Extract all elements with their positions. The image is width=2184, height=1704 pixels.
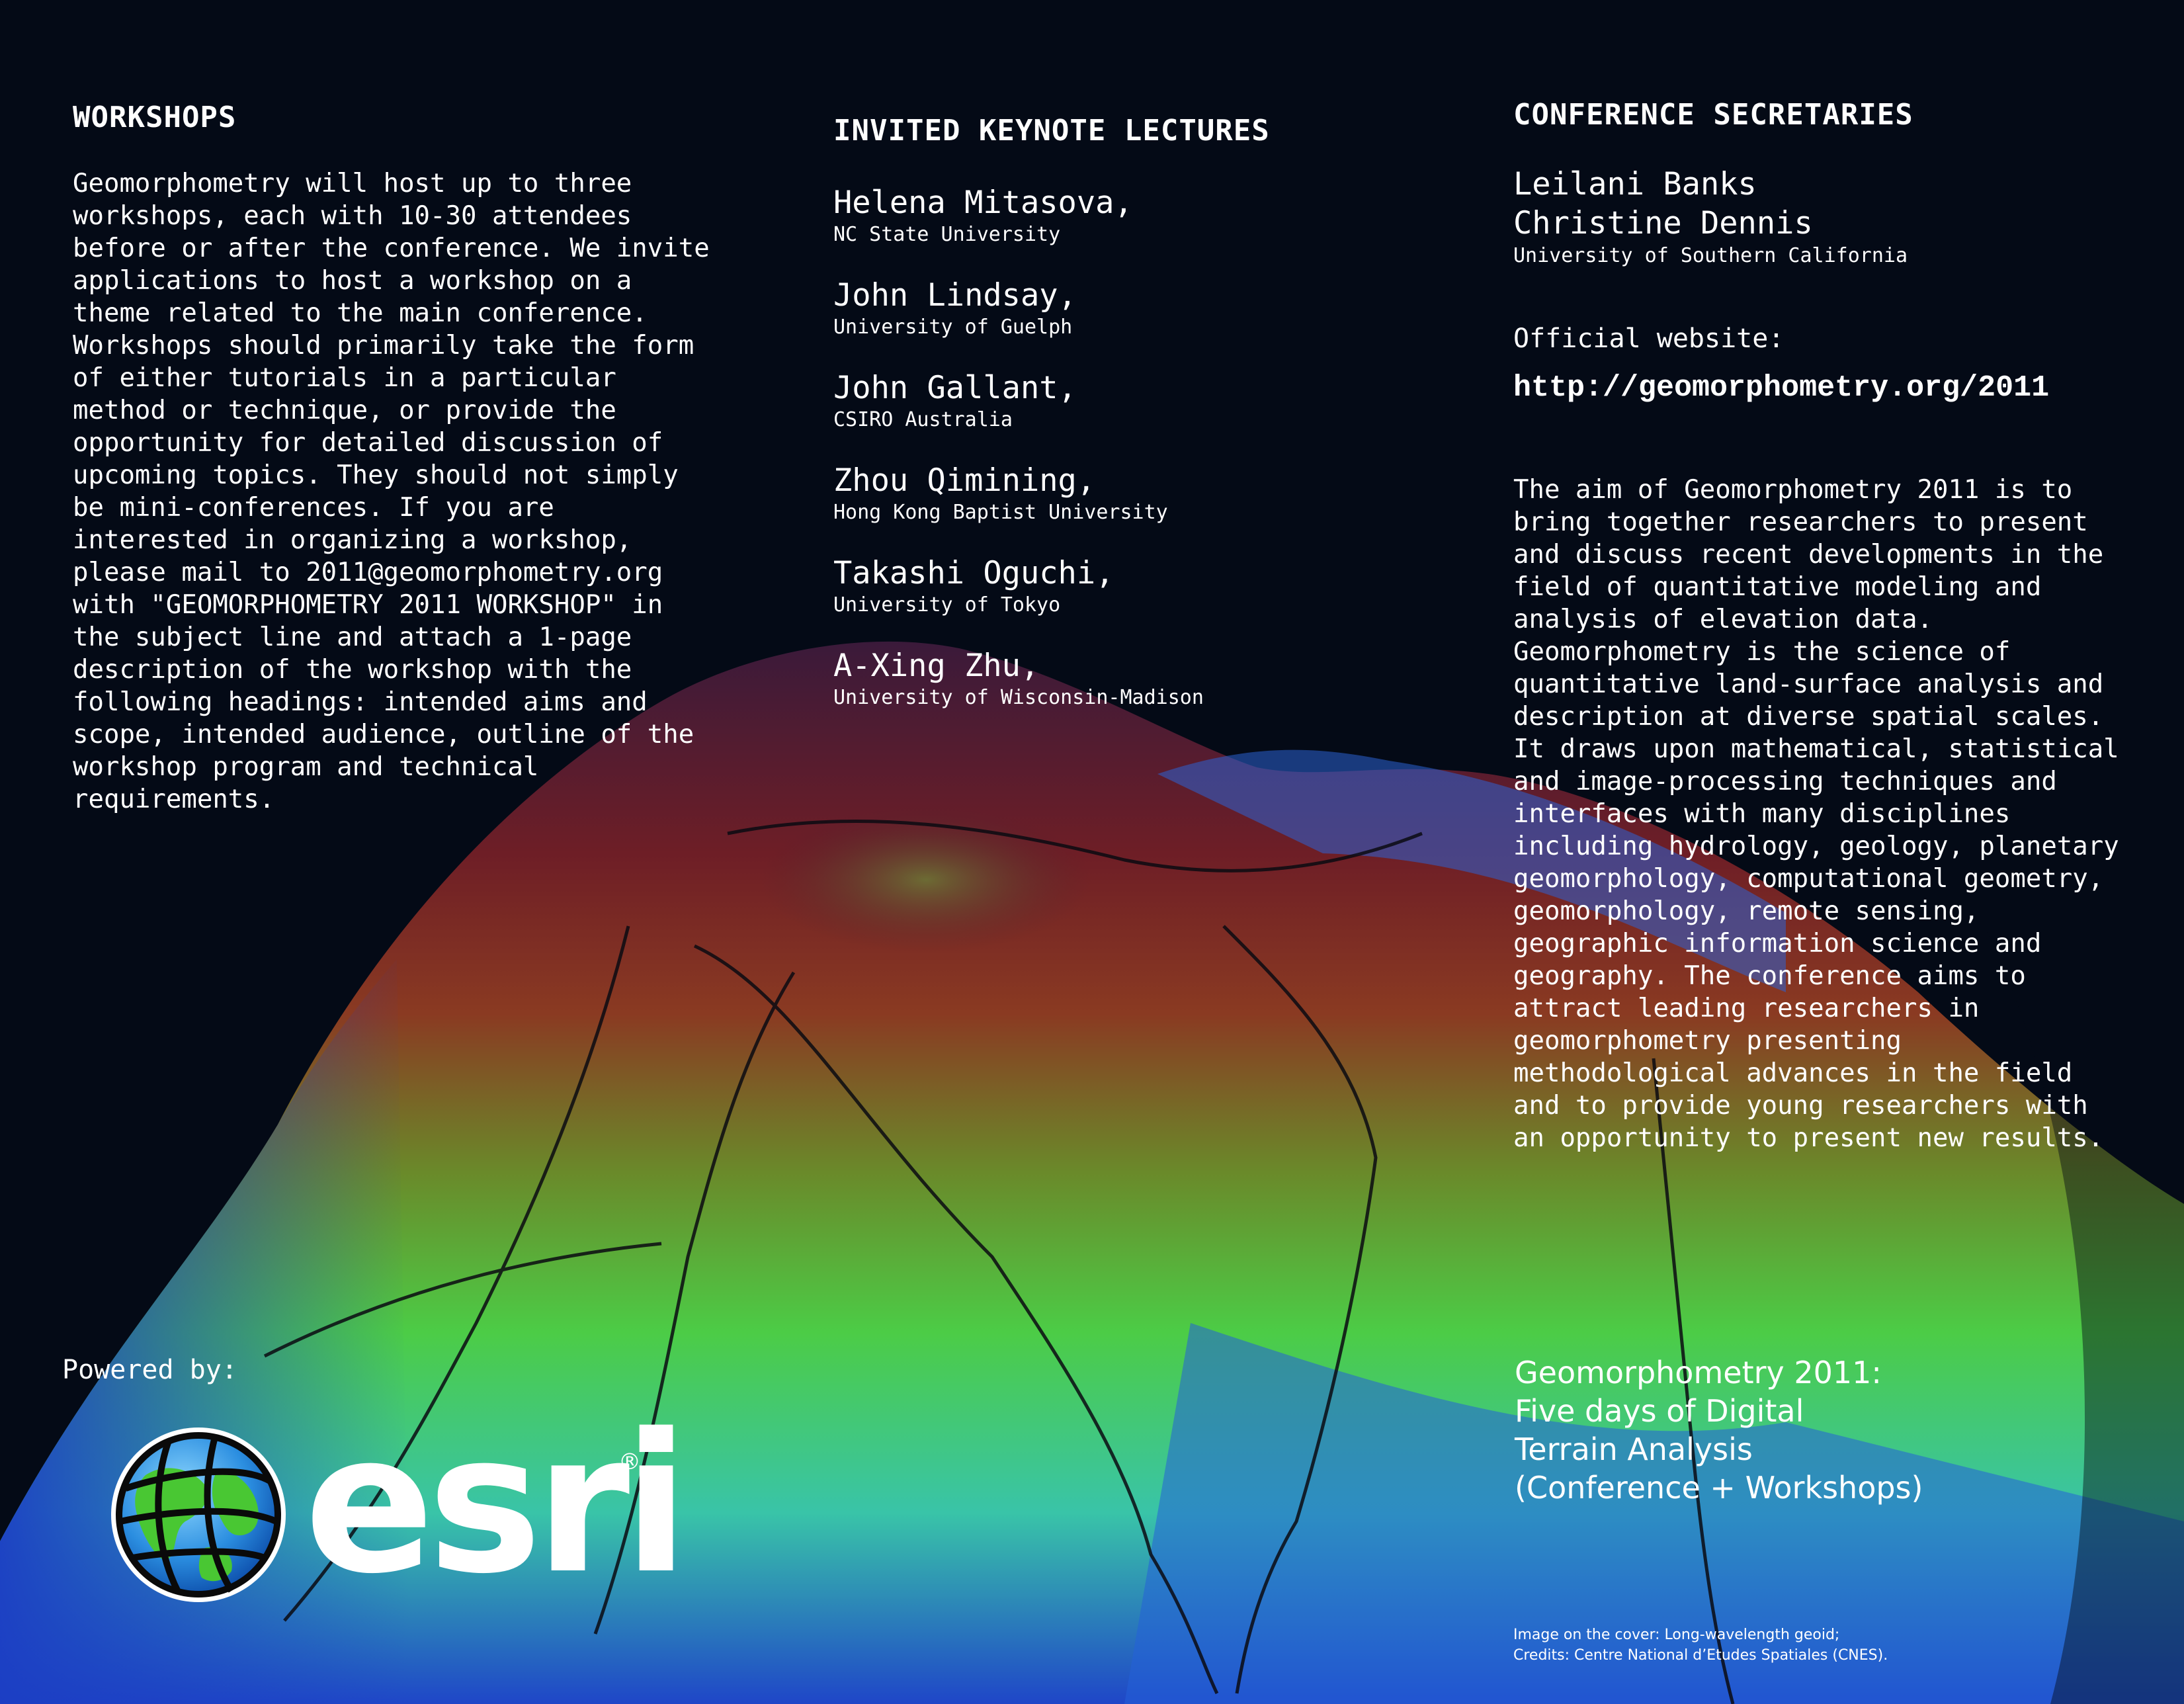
conference-tagline: Geomorphometry 2011: Five days of Digita… — [1515, 1355, 1923, 1506]
lecturer-name: Helena Mitasova, — [833, 185, 1133, 221]
registered-mark: ® — [618, 1449, 641, 1475]
cover-credits: Image on the cover: Long-wavelength geoi… — [1513, 1627, 1888, 1664]
website-link[interactable]: http://geomorphometry.org/2011 — [1513, 371, 2050, 405]
secretary-name: Leilani Banks — [1513, 166, 1757, 202]
secretary-affiliation: University of Southern California — [1513, 244, 1908, 267]
powered-by-label: Powered by: — [62, 1355, 237, 1385]
lecturer-entry: John Lindsay, University of Guelph — [833, 277, 1363, 341]
lecturer-affiliation: University of Guelph — [833, 316, 1073, 339]
keynotes-section: INVITED KEYNOTE LECTURES Helena Mitasova… — [833, 114, 1363, 740]
lecturer-affiliation: NC State University — [833, 223, 1061, 246]
workshops-section: WORKSHOPS Geomorphometry will host up to… — [73, 101, 747, 816]
workshops-body: Geomorphometry will host up to three wor… — [73, 169, 710, 814]
lecturer-entry: Takashi Oguchi, University of Tokyo — [833, 555, 1363, 618]
lecturer-entry: A-Xing Zhu, University of Wisconsin-Madis… — [833, 648, 1363, 711]
website-label: Official website: — [1513, 323, 1785, 354]
globe-icon — [111, 1427, 286, 1602]
lecturer-name: Zhou Qimining, — [833, 462, 1096, 499]
lecturer-affiliation: CSIRO Australia — [833, 408, 1013, 431]
workshops-heading: WORKSHOPS — [73, 101, 237, 134]
lecturer-name: John Gallant, — [833, 370, 1077, 406]
lecturer-affiliation: Hong Kong Baptist University — [833, 501, 1168, 524]
lecturer-affiliation: University of Wisconsin-Madison — [833, 686, 1204, 709]
lecturer-affiliation: University of Tokyo — [833, 593, 1061, 617]
keynotes-heading: INVITED KEYNOTE LECTURES — [833, 114, 1270, 148]
secretaries-section: CONFERENCE SECRETARIES Leilani Banks Chr… — [1513, 98, 2175, 1154]
secretary-name: Christine Dennis — [1513, 205, 1813, 241]
lecturer-entry: Helena Mitasova, NC State University — [833, 185, 1363, 248]
lecturer-list: Helena Mitasova, NC State University John … — [833, 185, 1363, 711]
esri-logo: esri ® — [106, 1409, 689, 1607]
lecturer-name: Takashi Oguchi, — [833, 555, 1114, 591]
secretaries-heading: CONFERENCE SECRETARIES — [1513, 98, 1913, 132]
aim-paragraph: The aim of Geomorphometry 2011 is to bri… — [1513, 475, 2119, 1153]
lecturer-name: A-Xing Zhu, — [833, 648, 1040, 684]
lecturer-entry: Zhou Qimining, Hong Kong Baptist Universi… — [833, 462, 1363, 526]
esri-wordmark: esri — [304, 1393, 689, 1616]
lecturer-entry: John Gallant, CSIRO Australia — [833, 370, 1363, 433]
lecturer-name: John Lindsay, — [833, 277, 1077, 314]
